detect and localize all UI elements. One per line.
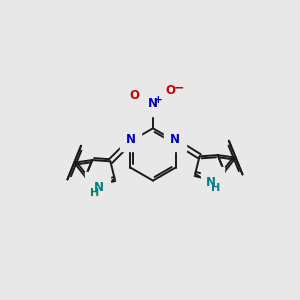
Text: −: − [174,82,184,95]
Text: +: + [154,95,163,105]
Text: O: O [209,172,219,185]
Text: N: N [148,98,158,110]
Text: O: O [91,177,101,190]
Text: N: N [170,133,180,146]
Text: O: O [166,84,176,97]
Text: N: N [94,181,104,194]
Text: H: H [90,188,99,198]
Text: H: H [211,183,220,193]
Text: O: O [130,88,140,101]
Text: N: N [206,176,216,189]
Text: N: N [126,133,136,146]
